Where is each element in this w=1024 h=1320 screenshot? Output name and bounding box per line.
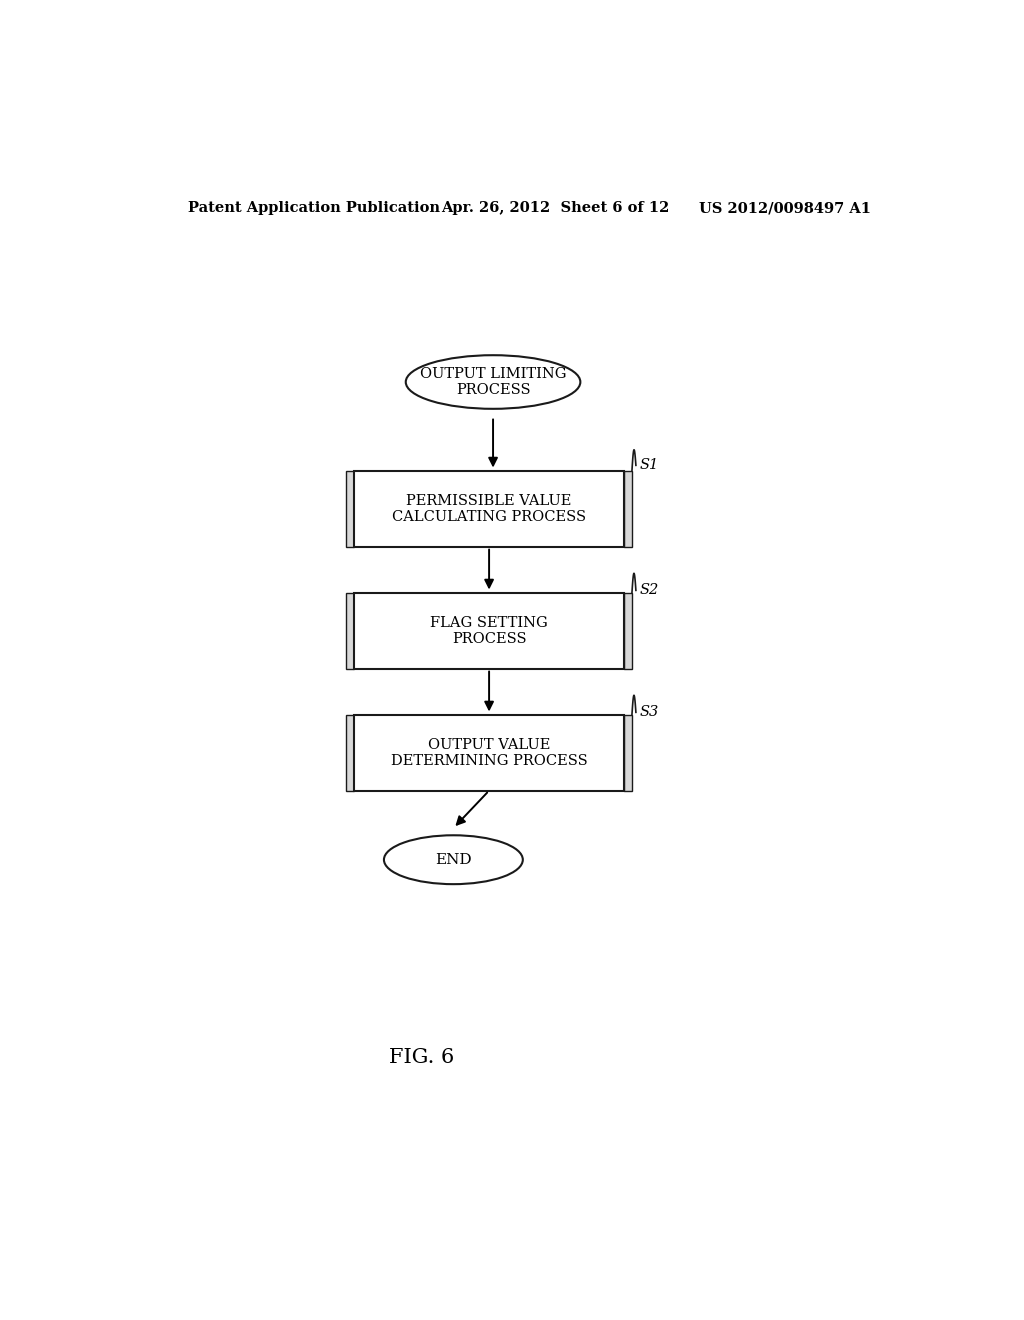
FancyBboxPatch shape bbox=[346, 471, 354, 548]
Text: END: END bbox=[435, 853, 472, 867]
Text: US 2012/0098497 A1: US 2012/0098497 A1 bbox=[699, 201, 871, 215]
Text: S1: S1 bbox=[640, 458, 659, 473]
Ellipse shape bbox=[384, 836, 523, 884]
Ellipse shape bbox=[406, 355, 581, 409]
FancyBboxPatch shape bbox=[624, 471, 632, 548]
Text: OUTPUT LIMITING
PROCESS: OUTPUT LIMITING PROCESS bbox=[420, 367, 566, 397]
FancyBboxPatch shape bbox=[354, 593, 624, 669]
FancyBboxPatch shape bbox=[624, 593, 632, 669]
Text: S2: S2 bbox=[640, 583, 659, 598]
FancyBboxPatch shape bbox=[346, 715, 354, 791]
FancyBboxPatch shape bbox=[624, 715, 632, 791]
Text: Patent Application Publication: Patent Application Publication bbox=[187, 201, 439, 215]
Text: OUTPUT VALUE
DETERMINING PROCESS: OUTPUT VALUE DETERMINING PROCESS bbox=[391, 738, 588, 768]
Text: Apr. 26, 2012  Sheet 6 of 12: Apr. 26, 2012 Sheet 6 of 12 bbox=[441, 201, 670, 215]
Text: FIG. 6: FIG. 6 bbox=[389, 1048, 455, 1068]
FancyBboxPatch shape bbox=[354, 715, 624, 791]
Text: S3: S3 bbox=[640, 705, 659, 719]
Text: PERMISSIBLE VALUE
CALCULATING PROCESS: PERMISSIBLE VALUE CALCULATING PROCESS bbox=[392, 494, 586, 524]
FancyBboxPatch shape bbox=[346, 593, 354, 669]
Text: FLAG SETTING
PROCESS: FLAG SETTING PROCESS bbox=[430, 616, 548, 645]
FancyBboxPatch shape bbox=[354, 471, 624, 548]
